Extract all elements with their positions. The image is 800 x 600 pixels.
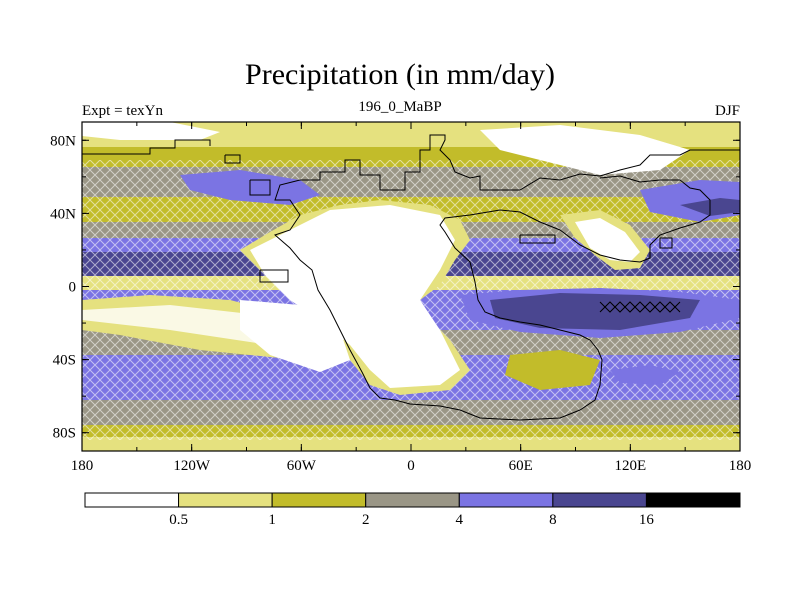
season-label: DJF <box>714 103 740 119</box>
experiment-label: Expt = texYn <box>82 103 163 119</box>
colorbar-label: 16 <box>639 512 655 528</box>
lon-tick-label: 180 <box>729 458 752 474</box>
precip-field <box>82 122 740 451</box>
lon-tick-label: 0 <box>407 458 415 474</box>
age-label: 196_0_MaBP <box>358 99 442 115</box>
colorbar-label: 8 <box>549 512 557 528</box>
colorbar-label: 4 <box>456 512 464 528</box>
colorbar-label: 0.5 <box>169 512 188 528</box>
lon-tick-label: 120W <box>173 458 211 474</box>
lon-tick-label: 120E <box>614 458 646 474</box>
colorbar-swatch <box>84 492 180 508</box>
lat-tick-label: 80N <box>50 133 76 149</box>
lat-tick-label: 40N <box>50 206 76 222</box>
colorbar-label: 1 <box>268 512 276 528</box>
colorbar-label: 2 <box>362 512 370 528</box>
lat-tick-label: 80S <box>53 426 76 442</box>
lat-tick-label: 40S <box>53 353 76 369</box>
lon-tick-label: 60E <box>509 458 533 474</box>
colorbar-swatch <box>178 492 273 508</box>
axis-tick-labels: 80N 40N 0 40S 80S 180 120W 60W 0 60E 120E 180 <box>50 133 751 474</box>
coastlines <box>82 134 740 421</box>
colorbar-swatch <box>458 492 554 508</box>
lat-tick-label: 0 <box>69 280 77 296</box>
colorbar-swatch <box>645 492 741 508</box>
lon-tick-label: 180 <box>71 458 94 474</box>
colorbar-swatch <box>552 492 647 508</box>
map-title: Precipitation (in mm/day) <box>245 58 555 91</box>
colorbar-swatch <box>365 492 460 508</box>
axis-ticks <box>81 122 741 451</box>
lon-tick-label: 60W <box>287 458 317 474</box>
colorbar: 0.5 1 2 4 8 16 <box>84 492 741 528</box>
colorbar-swatch <box>271 492 367 508</box>
